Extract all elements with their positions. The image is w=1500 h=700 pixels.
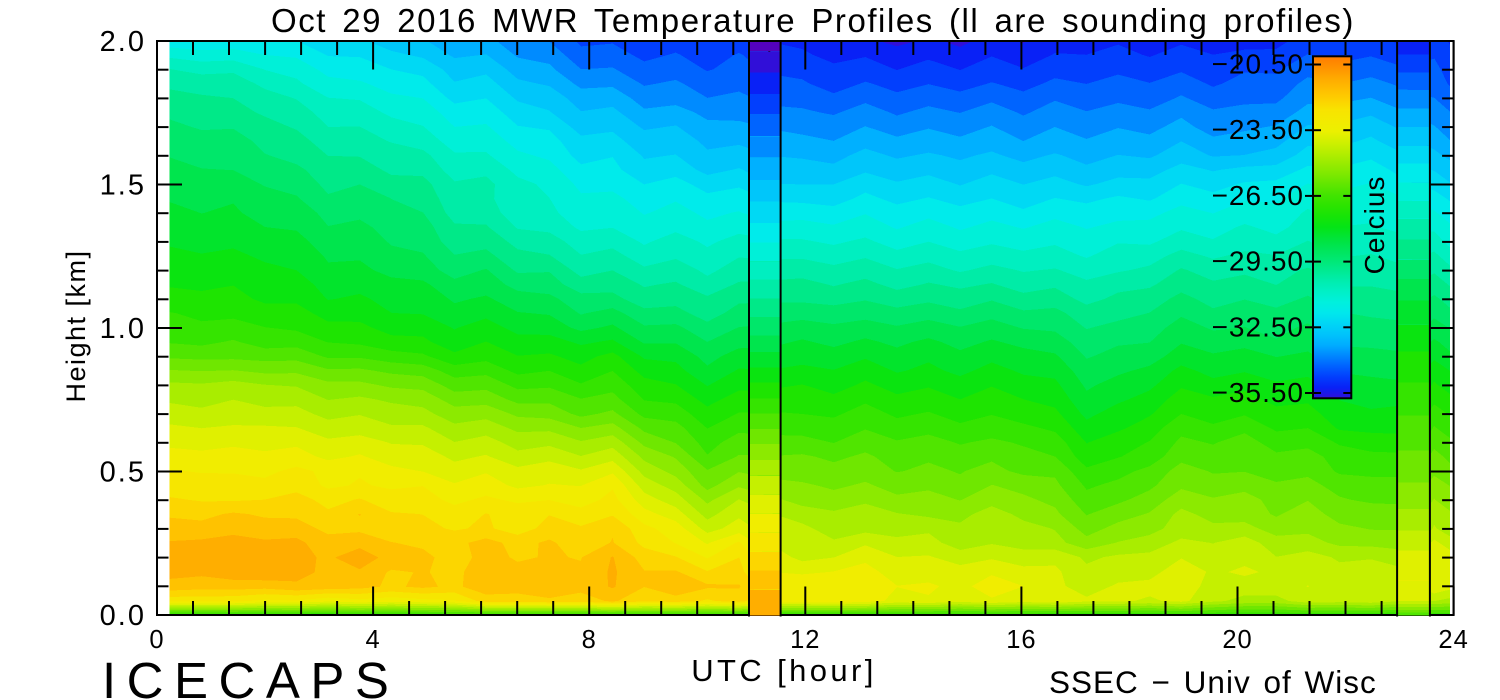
svg-text:−32.50: −32.50: [1212, 311, 1304, 342]
svg-text:2.0: 2.0: [100, 26, 146, 58]
svg-text:20: 20: [1222, 626, 1252, 654]
svg-text:8: 8: [582, 626, 597, 654]
svg-text:−26.50: −26.50: [1212, 180, 1304, 211]
svg-text:−35.50: −35.50: [1212, 377, 1304, 408]
svg-text:16: 16: [1006, 626, 1036, 654]
svg-text:SSEC − Univ of Wisc: SSEC − Univ of Wisc: [1049, 664, 1377, 700]
svg-text:0: 0: [149, 626, 164, 654]
svg-text:−29.50: −29.50: [1212, 246, 1304, 277]
svg-text:1.0: 1.0: [100, 313, 146, 345]
svg-text:UTC [hour]: UTC [hour]: [691, 653, 877, 688]
svg-text:Height [km]: Height [km]: [61, 249, 91, 402]
svg-text:Oct 29 2016 MWR Temperature Pr: Oct 29 2016 MWR Temperature Profiles (ll…: [271, 2, 1355, 39]
svg-text:Celcius: Celcius: [1359, 176, 1390, 275]
svg-text:−20.50: −20.50: [1212, 49, 1304, 80]
svg-text:1.5: 1.5: [100, 170, 146, 202]
svg-text:24: 24: [1438, 626, 1468, 654]
svg-text:0.5: 0.5: [100, 457, 146, 489]
svg-text:−23.50: −23.50: [1212, 114, 1304, 145]
svg-text:0.0: 0.0: [100, 600, 146, 632]
svg-text:4: 4: [366, 626, 381, 654]
svg-text:12: 12: [790, 626, 820, 654]
svg-text:ICECAPS: ICECAPS: [102, 652, 399, 700]
